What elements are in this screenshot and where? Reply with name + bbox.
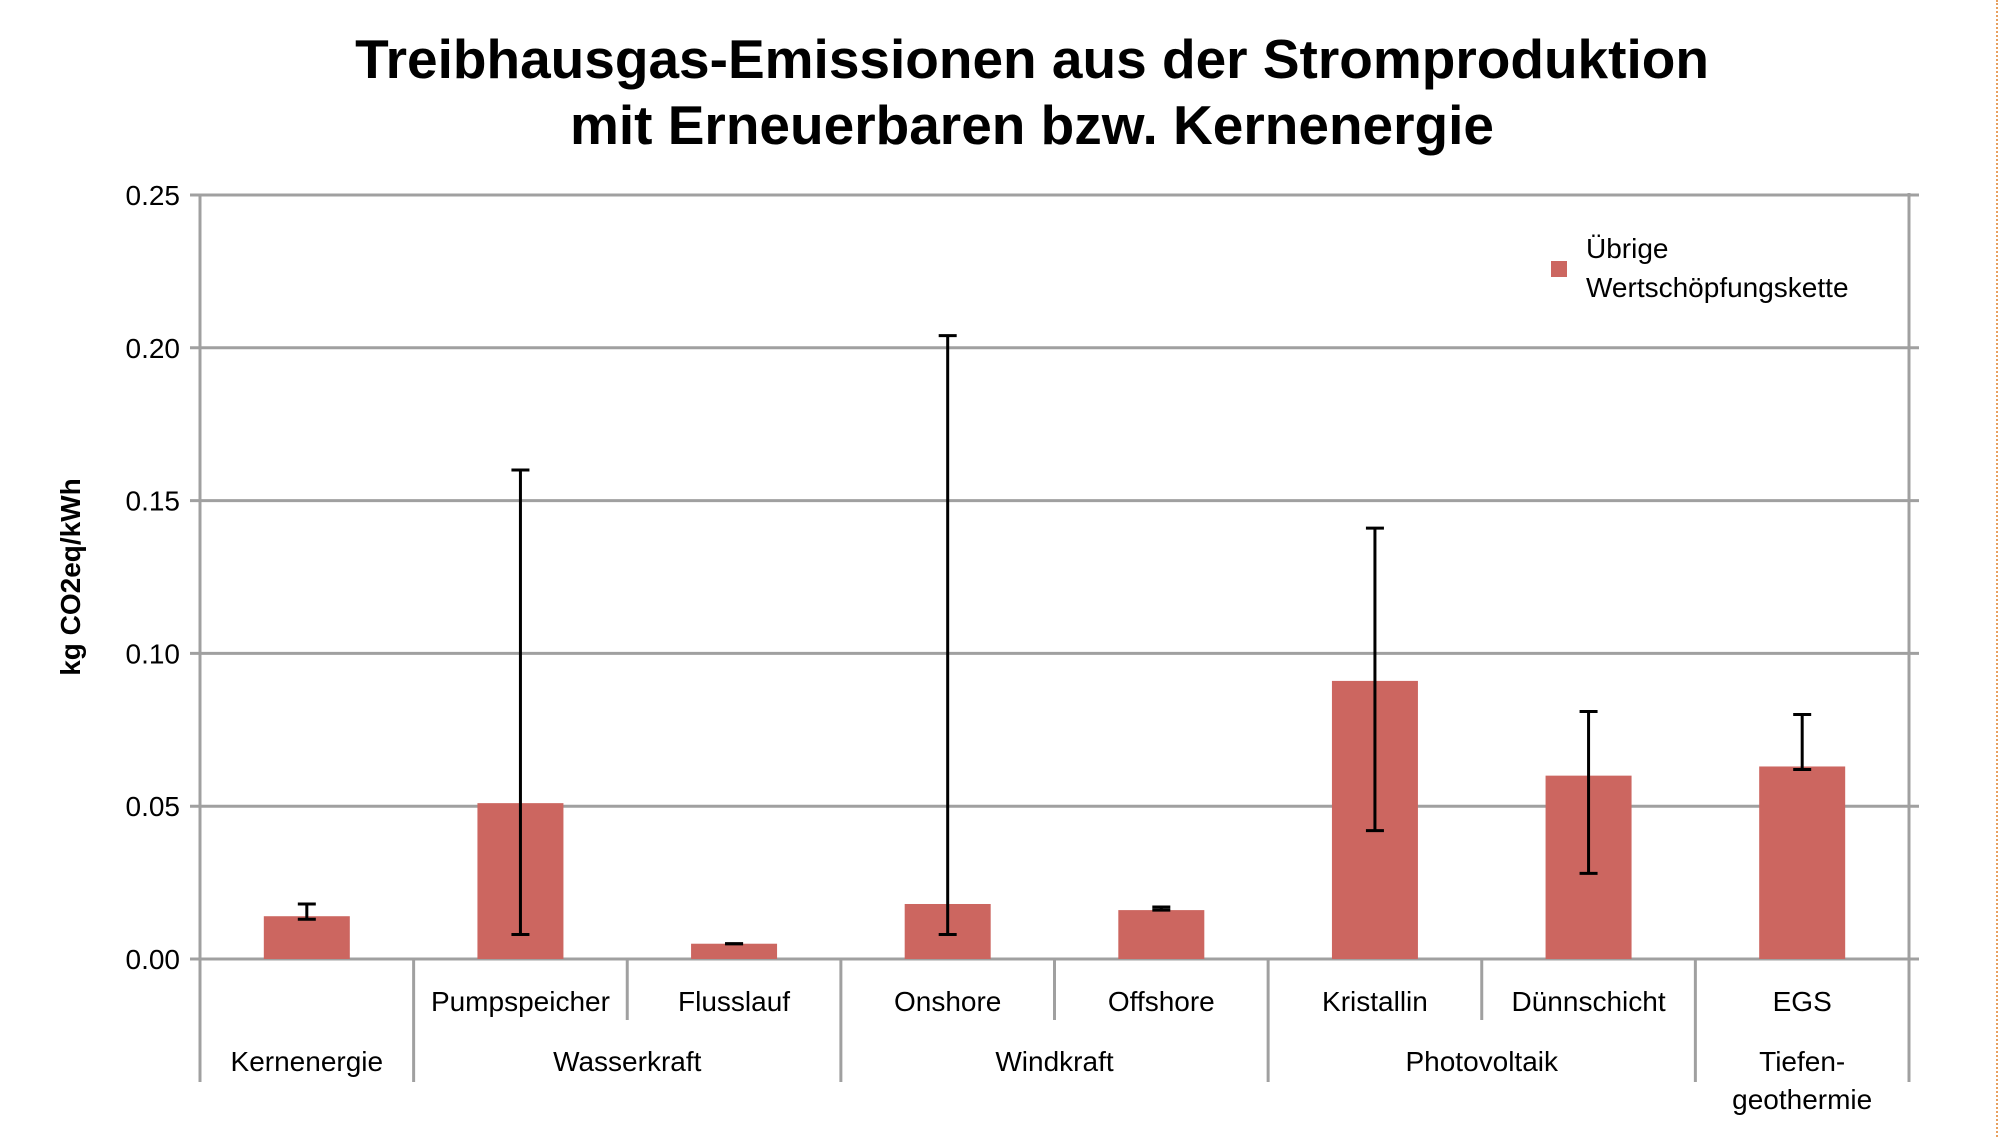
bar bbox=[1118, 910, 1205, 959]
group-label: geothermie bbox=[1732, 1084, 1872, 1115]
bar bbox=[691, 943, 778, 959]
legend-label: Wertschöpfungskette bbox=[1586, 272, 1849, 303]
page-edge-marker bbox=[1996, 0, 1998, 1137]
category-label: Onshore bbox=[894, 986, 1001, 1017]
category-label: Kristallin bbox=[1322, 986, 1428, 1017]
y-tick-label: 0.25 bbox=[126, 180, 181, 211]
bar bbox=[1759, 766, 1846, 959]
group-label: Tiefen- bbox=[1759, 1046, 1845, 1077]
y-tick-label: 0.10 bbox=[126, 638, 181, 669]
category-label: Dünnschicht bbox=[1512, 986, 1666, 1017]
y-tick-label: 0.20 bbox=[126, 333, 181, 364]
y-axis-label: kg CO2eq/kWh bbox=[55, 478, 86, 676]
chart-title: Treibhausgas-Emissionen aus der Strompro… bbox=[355, 28, 1709, 90]
legend-swatch bbox=[1551, 261, 1567, 277]
group-label: Kernenergie bbox=[231, 1046, 384, 1077]
group-label: Photovoltaik bbox=[1405, 1046, 1559, 1077]
category-label: Offshore bbox=[1108, 986, 1215, 1017]
bar bbox=[263, 916, 350, 959]
category-label: Pumpspeicher bbox=[431, 986, 610, 1017]
y-tick-label: 0.00 bbox=[126, 944, 181, 975]
y-tick-label: 0.05 bbox=[126, 791, 181, 822]
group-label: Windkraft bbox=[995, 1046, 1113, 1077]
group-label: Wasserkraft bbox=[553, 1046, 702, 1077]
y-tick-label: 0.15 bbox=[126, 486, 181, 517]
chart-title: mit Erneuerbaren bzw. Kernenergie bbox=[570, 94, 1494, 156]
category-label: EGS bbox=[1773, 986, 1832, 1017]
legend-label: Übrige bbox=[1586, 233, 1668, 264]
category-label: Flusslauf bbox=[678, 986, 790, 1017]
